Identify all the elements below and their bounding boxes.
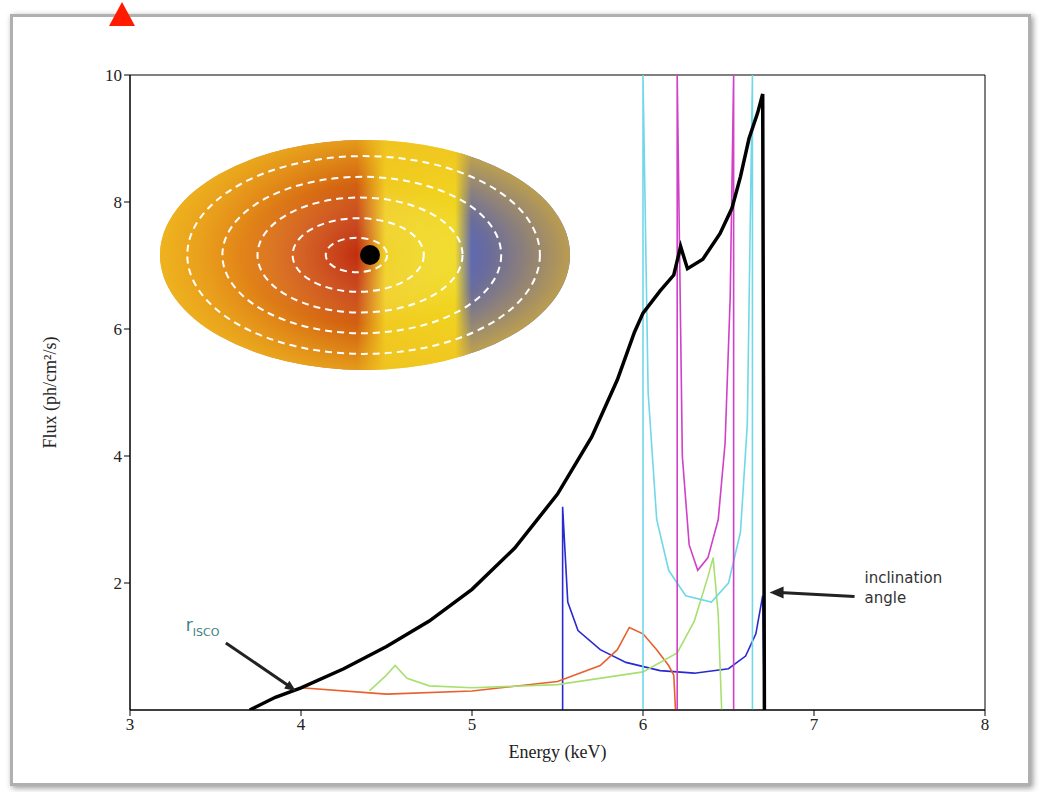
svg-text:4: 4 (297, 715, 306, 734)
svg-text:Energy (keV): Energy (keV) (508, 742, 606, 763)
svg-text:6: 6 (639, 715, 648, 734)
svg-text:5: 5 (468, 715, 477, 734)
svg-text:8: 8 (114, 193, 123, 212)
svg-text:6: 6 (114, 320, 123, 339)
svg-text:Flux (ph/cm²/s): Flux (ph/cm²/s) (40, 337, 61, 449)
svg-text:3: 3 (126, 715, 135, 734)
svg-text:7: 7 (810, 715, 819, 734)
svg-text:10: 10 (105, 66, 122, 85)
svg-text:4: 4 (114, 447, 123, 466)
svg-text:2: 2 (114, 574, 123, 593)
svg-text:inclinationangle: inclinationangle (865, 569, 943, 607)
svg-text:8: 8 (981, 715, 990, 734)
svg-text:rISCO: rISCO (186, 615, 220, 639)
